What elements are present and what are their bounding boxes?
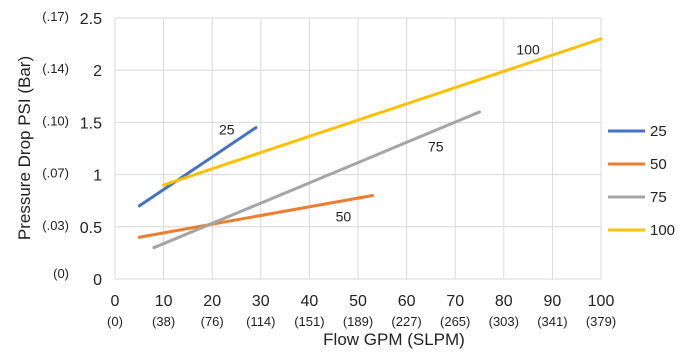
y-tick-sublabel: (.10) bbox=[42, 113, 69, 128]
x-tick-sublabel: (76) bbox=[201, 314, 224, 329]
x-tick-sublabel: (38) bbox=[152, 314, 175, 329]
x-tick-label: 30 bbox=[252, 293, 270, 310]
x-tick-sublabel: (151) bbox=[294, 314, 324, 329]
x-tick-label: 20 bbox=[203, 293, 221, 310]
x-tick-sublabel: (0) bbox=[107, 314, 123, 329]
y-tick-label: 2.5 bbox=[80, 11, 102, 28]
legend-label-50: 50 bbox=[650, 156, 667, 173]
series-data-label-75: 75 bbox=[428, 138, 444, 154]
y-tick-label: 0.5 bbox=[80, 220, 102, 237]
x-tick-sublabel: (265) bbox=[440, 314, 470, 329]
y-axis-title: Pressure Drop PSI (Bar) bbox=[15, 56, 34, 240]
y-tick-sublabel: (.03) bbox=[42, 218, 69, 233]
x-tick-sublabel: (189) bbox=[343, 314, 373, 329]
y-tick-sublabel: (0) bbox=[53, 266, 69, 281]
x-tick-sublabel: (114) bbox=[246, 314, 275, 329]
x-axis-title: Flow GPM (SLPM) bbox=[323, 330, 465, 349]
x-tick-sublabel: (303) bbox=[489, 314, 519, 329]
x-tick-label: 80 bbox=[495, 293, 513, 310]
x-tick-label: 70 bbox=[446, 293, 464, 310]
series-data-label-100: 100 bbox=[516, 41, 540, 57]
series-line-25 bbox=[137, 126, 258, 208]
x-tick-label: 0 bbox=[111, 293, 120, 310]
y-axis-ticks: 0 (0) 0.5 (.03) 1 (.07) 1.5 (.10) 2 (.14) 2.5 (.17) bbox=[42, 9, 102, 289]
x-tick-sublabel: (379) bbox=[586, 314, 616, 329]
y-tick-sublabel: (.17) bbox=[42, 9, 69, 24]
x-tick-label: 40 bbox=[301, 293, 319, 310]
y-tick-sublabel: (.07) bbox=[42, 166, 69, 181]
series-line-75 bbox=[152, 110, 481, 250]
y-tick-label: 0 bbox=[93, 272, 102, 289]
series-data-label-50: 50 bbox=[336, 208, 352, 224]
x-tick-label: 10 bbox=[155, 293, 173, 310]
y-tick-label: 1 bbox=[93, 168, 102, 185]
grid-lines bbox=[114, 17, 602, 280]
y-tick-label: 2 bbox=[93, 63, 102, 80]
legend: 25 50 75 100 bbox=[608, 123, 675, 239]
x-axis-ticks: 0 (0) 10 (38) 20 (76) 30 (114) 40 (151) 50 (189) 60 (… bbox=[107, 293, 616, 329]
legend-label-100: 100 bbox=[650, 222, 675, 239]
x-tick-sublabel: (227) bbox=[391, 314, 421, 329]
series-line-100 bbox=[162, 37, 603, 187]
series-labels: 25 50 75 100 bbox=[219, 41, 540, 224]
legend-label-25: 25 bbox=[650, 123, 667, 140]
x-tick-label: 50 bbox=[349, 293, 367, 310]
series-lines bbox=[137, 37, 603, 250]
series-data-label-25: 25 bbox=[219, 122, 235, 138]
x-tick-label: 90 bbox=[544, 293, 562, 310]
y-tick-sublabel: (.14) bbox=[42, 61, 69, 76]
legend-label-75: 75 bbox=[650, 189, 667, 206]
x-tick-label: 60 bbox=[398, 293, 416, 310]
y-tick-label: 1.5 bbox=[80, 115, 102, 132]
x-tick-label: 100 bbox=[588, 293, 615, 310]
x-tick-sublabel: (341) bbox=[537, 314, 567, 329]
series-line-50 bbox=[137, 193, 375, 239]
